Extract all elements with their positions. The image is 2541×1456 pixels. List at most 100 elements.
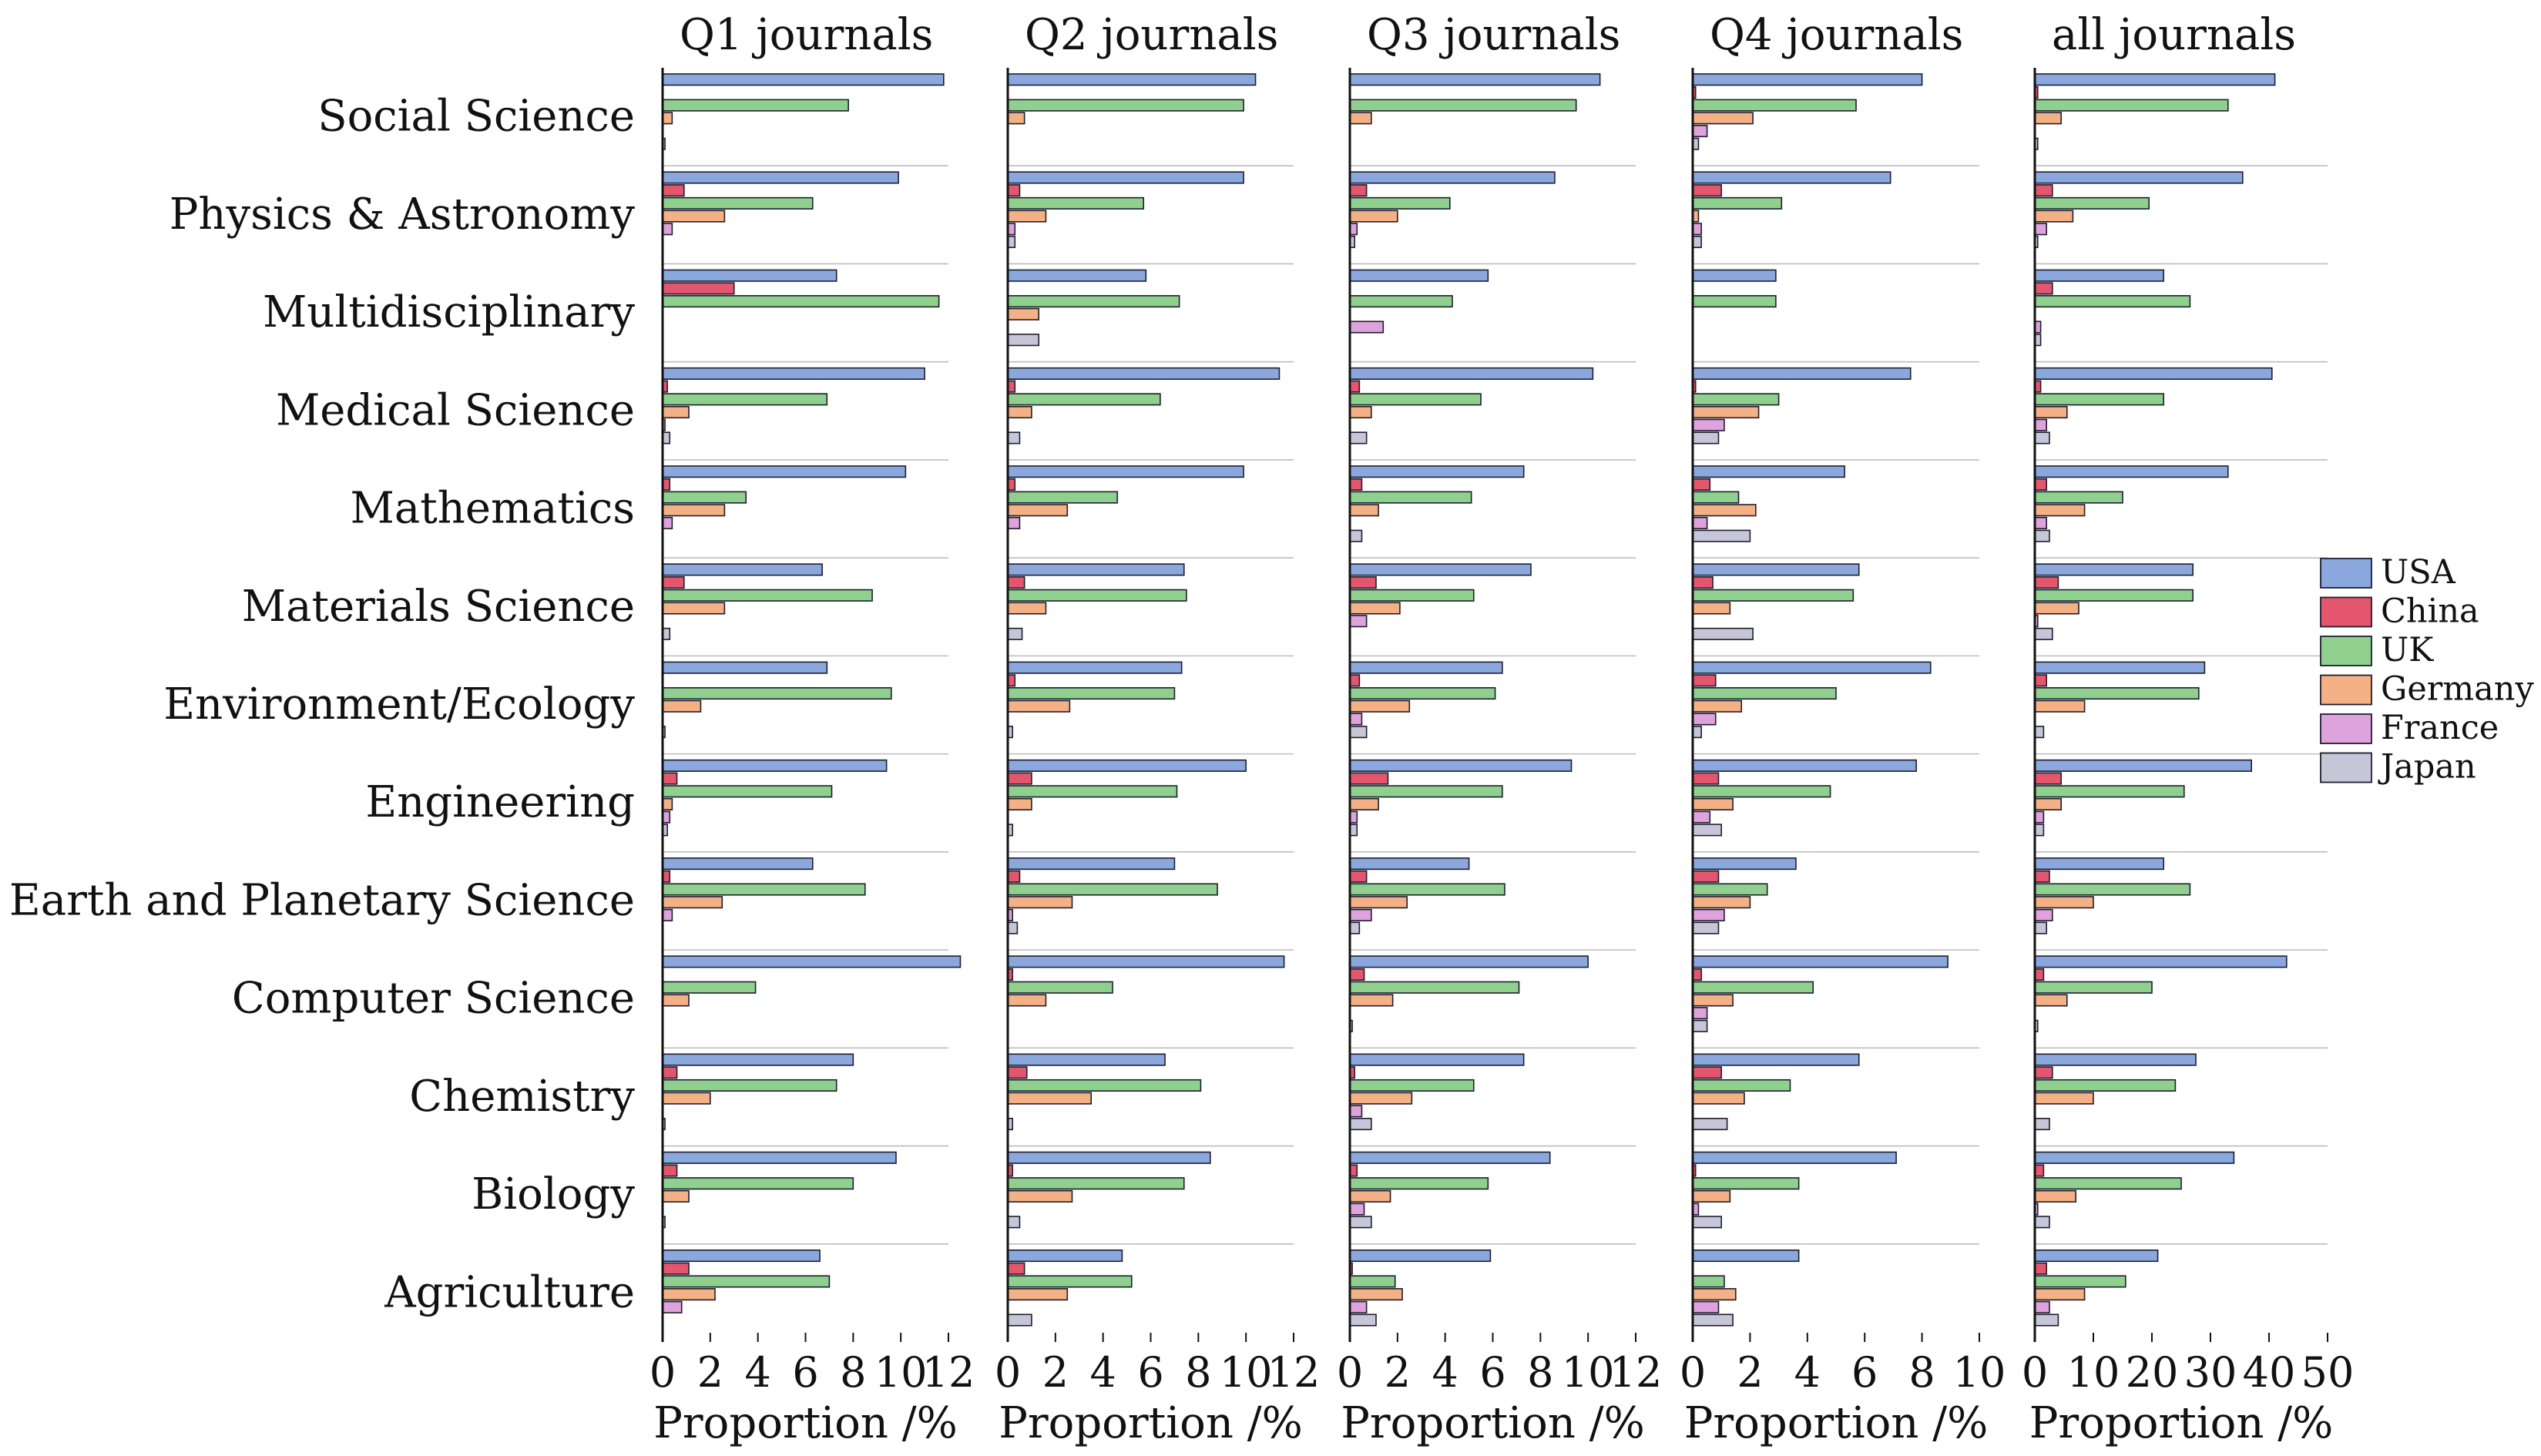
bar-biology-germany — [1692, 1189, 1731, 1203]
bar-earth-and-planetary-science-usa — [1007, 857, 1176, 871]
bar-earth-and-planetary-science-japan — [2034, 921, 2047, 934]
bar-social-science-germany — [1007, 112, 1025, 125]
bar-social-science-usa — [662, 73, 945, 86]
panel-title: all journals — [2052, 10, 2296, 60]
x-tick-label: 8 — [1527, 1348, 1553, 1397]
bar-materials-science-uk — [662, 589, 873, 602]
bar-environment-ecology-usa — [1349, 661, 1503, 674]
bar-physics-astronomy-china — [1007, 184, 1021, 197]
bar-chemistry-uk — [1349, 1079, 1475, 1092]
bar-mathematics-uk — [662, 491, 747, 504]
bar-environment-ecology-germany — [2034, 699, 2086, 713]
bar-materials-science-uk — [1349, 589, 1475, 602]
bar-mathematics-japan — [2034, 529, 2050, 542]
bar-materials-science-usa — [662, 563, 823, 576]
bar-materials-science-japan — [2034, 627, 2053, 640]
bar-biology-usa — [1349, 1151, 1551, 1164]
bar-medical-science-uk — [662, 393, 828, 406]
bar-biology-germany — [2034, 1189, 2077, 1203]
bar-medical-science-germany — [1007, 405, 1032, 419]
bar-mathematics-france — [2034, 516, 2047, 530]
bar-agriculture-france — [1692, 1300, 1720, 1313]
bar-environment-ecology-germany — [1692, 699, 1743, 713]
bar-mathematics-usa — [662, 465, 907, 478]
category-label-social-science: Social Science — [317, 92, 635, 142]
x-axis-label: Proportion /% — [653, 1398, 958, 1448]
bar-social-science-usa — [2034, 73, 2276, 86]
bar-computer-science-usa — [1007, 955, 1285, 968]
bar-medical-science-germany — [1349, 405, 1372, 419]
bar-biology-uk — [1007, 1177, 1185, 1190]
bar-medical-science-usa — [2034, 367, 2273, 380]
bar-mathematics-uk — [2034, 491, 2123, 504]
bar-environment-ecology-germany — [1349, 699, 1411, 713]
category-label-materials-science: Materials Science — [242, 582, 635, 632]
category-label-environment-ecology: Environment/Ecology — [163, 679, 635, 730]
bar-chemistry-usa — [1692, 1053, 1860, 1066]
bar-engineering-germany — [662, 797, 673, 811]
bar-engineering-france — [1692, 810, 1711, 824]
x-tick-label: 4 — [1432, 1348, 1458, 1397]
legend-swatch-usa — [2320, 558, 2372, 589]
bar-medical-science-germany — [2034, 405, 2068, 419]
category-label-earth-and-planetary-science: Earth and Planetary Science — [9, 875, 635, 925]
bar-mathematics-france — [662, 516, 673, 530]
bar-materials-science-germany — [662, 602, 726, 615]
bar-social-science-germany — [1349, 112, 1372, 125]
bar-earth-and-planetary-science-uk — [2034, 883, 2191, 896]
bar-multidisciplinary-japan — [1007, 334, 1039, 347]
bar-social-science-germany — [1692, 112, 1754, 125]
bar-earth-and-planetary-science-uk — [1692, 883, 1768, 896]
bar-agriculture-japan — [1007, 1313, 1032, 1327]
x-tick-label: 2 — [697, 1348, 723, 1397]
bar-chemistry-uk — [662, 1079, 837, 1092]
bar-physics-astronomy-usa — [1692, 171, 1891, 184]
bar-agriculture-china — [1007, 1262, 1025, 1275]
bar-computer-science-france — [1692, 1007, 1708, 1020]
bar-medical-science-japan — [2034, 431, 2050, 445]
bar-medical-science-china — [1349, 380, 1361, 393]
bar-biology-uk — [1692, 1177, 1800, 1190]
bar-multidisciplinary-usa — [1349, 269, 1489, 282]
bar-materials-science-usa — [1349, 563, 1532, 576]
bar-agriculture-usa — [1692, 1249, 1800, 1263]
bar-mathematics-usa — [1349, 465, 1525, 478]
bar-medical-science-france — [2034, 418, 2047, 431]
bar-engineering-usa — [662, 759, 888, 772]
bar-chemistry-uk — [1007, 1079, 1202, 1092]
bar-multidisciplinary-usa — [1692, 269, 1777, 282]
bar-mathematics-germany — [2034, 504, 2086, 517]
bar-mathematics-usa — [1692, 465, 1845, 478]
bar-social-science-usa — [1007, 73, 1257, 86]
bar-multidisciplinary-uk — [662, 295, 940, 308]
bar-social-science-uk — [2034, 99, 2229, 112]
bar-agriculture-usa — [662, 1249, 821, 1263]
bar-engineering-germany — [2034, 797, 2063, 811]
bar-engineering-uk — [1692, 785, 1831, 798]
bar-biology-usa — [1692, 1151, 1897, 1164]
bar-mathematics-china — [1349, 478, 1363, 491]
x-axis-label: Proportion /% — [999, 1398, 1303, 1448]
bar-agriculture-uk — [662, 1275, 831, 1288]
bar-mathematics-germany — [1692, 504, 1757, 517]
bar-physics-astronomy-france — [1692, 223, 1702, 236]
bar-chemistry-germany — [662, 1092, 711, 1105]
legend-label-germany: Germany — [2381, 670, 2534, 709]
bar-earth-and-planetary-science-china — [1692, 870, 1720, 883]
bar-materials-science-china — [1349, 576, 1377, 589]
x-tick-label: 10 — [1953, 1348, 2006, 1397]
bar-environment-ecology-uk — [1692, 686, 1837, 700]
bar-computer-science-germany — [2034, 994, 2068, 1007]
bar-materials-science-usa — [1007, 563, 1185, 576]
bar-materials-science-uk — [1007, 589, 1187, 602]
bar-agriculture-china — [662, 1262, 690, 1275]
bar-mathematics-japan — [1349, 529, 1363, 542]
bar-mathematics-usa — [2034, 465, 2229, 478]
bar-earth-and-planetary-science-germany — [662, 896, 723, 909]
bar-agriculture-germany — [1692, 1288, 1737, 1301]
bar-multidisciplinary-france — [1349, 320, 1385, 334]
bar-chemistry-usa — [1007, 1053, 1166, 1066]
bar-earth-and-planetary-science-china — [1007, 870, 1021, 883]
